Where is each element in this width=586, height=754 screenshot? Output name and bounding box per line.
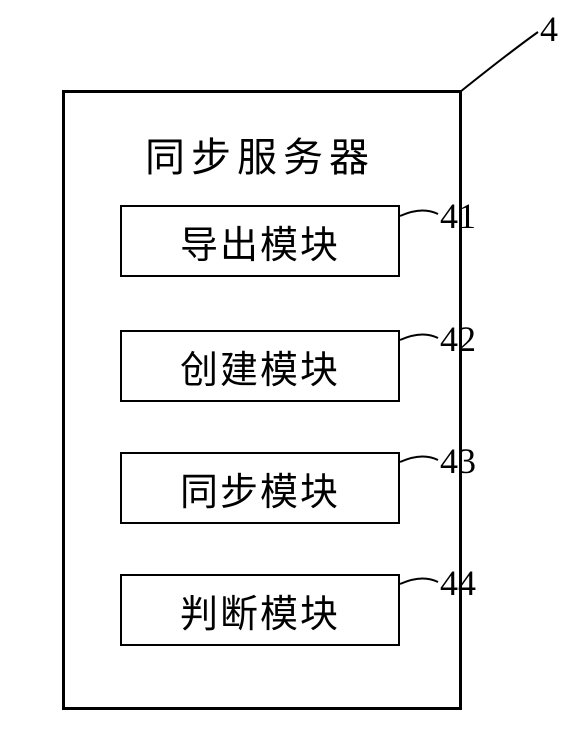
ref-label-outer: 4 (540, 8, 558, 50)
ref-label-43: 43 (440, 440, 476, 482)
module-box-create: 创建模块 (120, 330, 400, 402)
server-title: 同步服务器 (110, 125, 410, 183)
module-box-export: 导出模块 (120, 205, 400, 277)
module-box-judge: 判断模块 (120, 574, 400, 646)
module-label: 同步模块 (180, 461, 340, 516)
ref-label-41: 41 (440, 195, 476, 237)
module-label: 导出模块 (180, 214, 340, 269)
module-label: 判断模块 (180, 583, 340, 638)
module-label: 创建模块 (180, 339, 340, 394)
diagram-canvas: 同步服务器 导出模块 创建模块 同步模块 判断模块 4 41 42 43 44 (0, 0, 586, 754)
ref-label-44: 44 (440, 562, 476, 604)
ref-label-42: 42 (440, 318, 476, 360)
module-box-sync: 同步模块 (120, 452, 400, 524)
